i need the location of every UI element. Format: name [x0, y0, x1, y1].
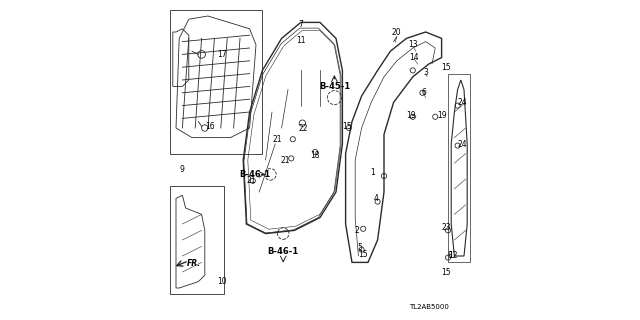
Text: 17: 17 — [218, 50, 227, 59]
Text: B-46-1: B-46-1 — [239, 170, 270, 179]
Text: 21: 21 — [246, 176, 256, 185]
Text: 12: 12 — [448, 252, 458, 260]
Text: 1: 1 — [371, 168, 375, 177]
Text: 9: 9 — [180, 165, 185, 174]
Text: 3: 3 — [423, 68, 428, 76]
Text: 22: 22 — [299, 124, 308, 132]
Text: B-46-1: B-46-1 — [268, 247, 299, 256]
Text: 4: 4 — [374, 194, 378, 203]
Text: 23: 23 — [442, 223, 451, 232]
Text: 11: 11 — [296, 36, 305, 44]
Text: 14: 14 — [410, 53, 419, 62]
Text: 10: 10 — [218, 277, 227, 286]
Text: 19: 19 — [436, 111, 447, 120]
Text: 16: 16 — [205, 122, 214, 131]
Text: 7: 7 — [298, 20, 303, 28]
Text: 20: 20 — [392, 28, 402, 36]
Text: 15: 15 — [358, 250, 368, 259]
Text: 15: 15 — [442, 63, 451, 72]
Text: 24: 24 — [458, 140, 467, 148]
Text: 8: 8 — [447, 252, 452, 260]
Text: 13: 13 — [408, 40, 418, 49]
Text: 19: 19 — [406, 111, 416, 120]
Text: 15: 15 — [442, 268, 451, 277]
Text: TL2AB5000: TL2AB5000 — [409, 304, 449, 310]
Text: 6: 6 — [422, 88, 426, 97]
Text: 18: 18 — [310, 151, 320, 160]
Text: FR.: FR. — [187, 259, 202, 268]
Text: 15: 15 — [342, 122, 352, 131]
Text: 21: 21 — [272, 135, 282, 144]
Text: 21: 21 — [280, 156, 289, 164]
Text: B-45-1: B-45-1 — [319, 82, 350, 91]
Text: 24: 24 — [458, 98, 467, 107]
Text: 2: 2 — [355, 226, 359, 235]
Text: 5: 5 — [358, 244, 362, 252]
